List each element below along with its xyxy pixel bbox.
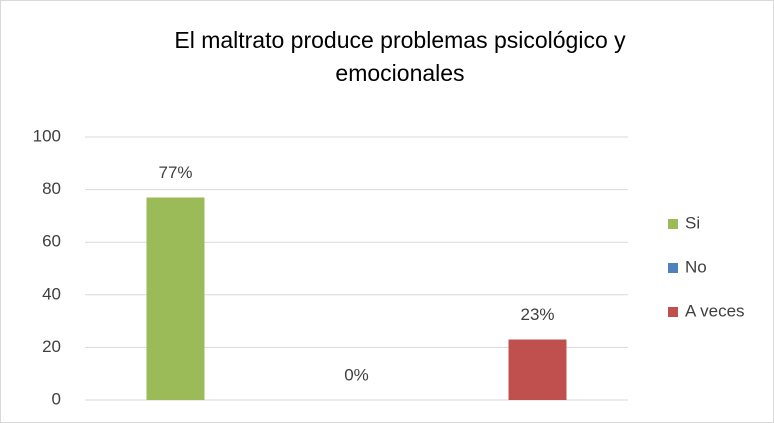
bar [508,339,567,400]
chart-title: emocionales [335,60,464,86]
legend-swatch [668,263,678,273]
legend-label: No [685,257,707,276]
data-label: 0% [344,365,369,384]
legend-label: A veces [685,301,745,320]
y-tick-label: 0 [52,389,61,408]
y-tick-label: 100 [33,126,61,145]
data-label: 23% [520,305,554,324]
chart-title: El maltrato produce problemas psicológic… [174,27,626,53]
y-tick-label: 20 [42,337,61,356]
legend-label: Si [685,213,700,232]
bar [146,197,205,400]
y-tick-label: 80 [42,179,61,198]
y-tick-label: 60 [42,232,61,251]
legend-swatch [668,307,678,317]
legend-swatch [668,219,678,229]
y-tick-label: 40 [42,284,61,303]
data-label: 77% [158,163,192,182]
